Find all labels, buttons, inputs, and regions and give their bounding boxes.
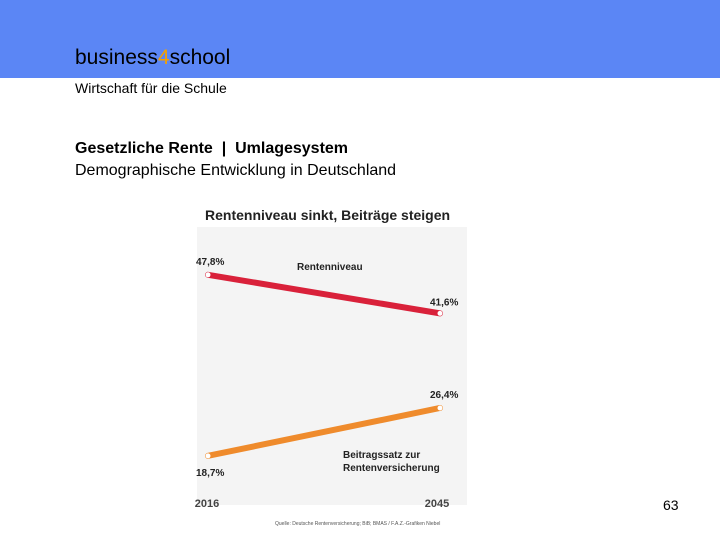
chart-title: Rentenniveau sinkt, Beiträge steigen — [205, 207, 450, 223]
brand-suffix: school — [169, 46, 231, 69]
slide-subtitle: Demographische Entwicklung in Deutschlan… — [75, 162, 397, 179]
slide-title: Gesetzliche Rente | Umlagesystem — [75, 140, 349, 157]
x-tick-label-end: 2045 — [425, 498, 449, 510]
data-point-rentenniveau-1 — [437, 310, 443, 316]
chart-background — [197, 227, 467, 505]
series-line-rentenniveau — [205, 271, 443, 317]
brand-prefix: business — [75, 46, 158, 69]
series-line-beitragssatz — [205, 404, 443, 459]
brand-logo: business4school — [75, 46, 230, 70]
chart-svg: Rentenniveau sinkt, Beiträge steigen 47,… — [195, 207, 467, 527]
chart-source: Quelle: Deutsche Rentenversicherung; BiB… — [275, 521, 440, 527]
series-label-beitragssatz-line2: Rentenversicherung — [343, 463, 440, 474]
data-label-rentenniveau-1: 41,6% — [430, 297, 458, 308]
header-bar — [0, 0, 720, 78]
x-tick-label-start: 2016 — [195, 498, 219, 510]
data-point-beitragssatz-1 — [437, 405, 443, 411]
chart-image: Rentenniveau sinkt, Beiträge steigen 47,… — [175, 195, 475, 530]
data-label-rentenniveau-0: 47,8% — [196, 257, 224, 268]
tagline: Wirtschaft für die Schule — [75, 80, 227, 96]
data-point-rentenniveau-0 — [205, 272, 211, 278]
data-label-beitragssatz-0: 18,7% — [196, 468, 224, 479]
data-point-beitragssatz-0 — [205, 453, 211, 459]
series-label-rentenniveau: Rentenniveau — [297, 262, 363, 273]
data-label-beitragssatz-1: 26,4% — [430, 390, 458, 401]
series-label-beitragssatz-line1: Beitragssatz zur — [343, 450, 420, 461]
page-number: 63 — [663, 497, 679, 513]
brand-digit: 4 — [157, 46, 170, 69]
